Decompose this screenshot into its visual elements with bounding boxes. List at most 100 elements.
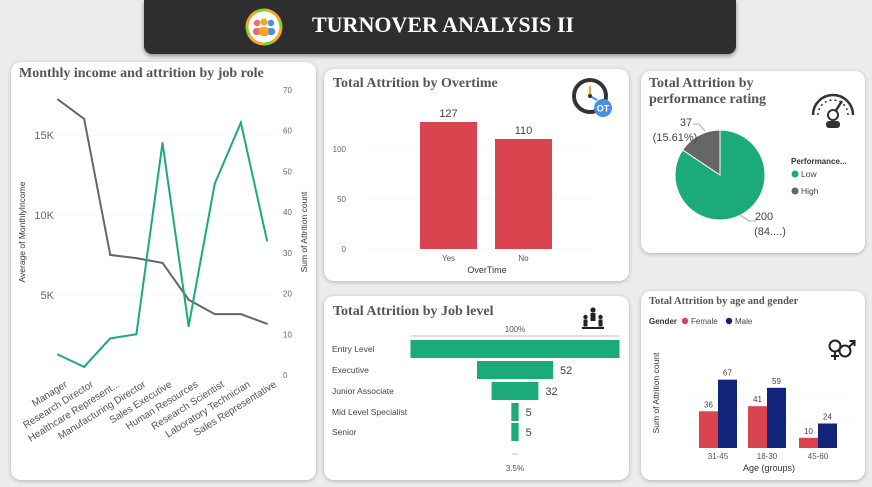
age-bar-female: [748, 406, 767, 448]
attrition-point: [57, 353, 59, 356]
age-bar-male: [818, 423, 837, 448]
legend-label: Male: [735, 317, 753, 326]
funnel-bar: [491, 382, 539, 400]
funnel-category-label: Executive: [332, 365, 369, 375]
job-role-card: Monthly income and attrition by job role…: [11, 62, 316, 480]
y-tick-label: 100: [333, 145, 347, 154]
funnel-bar: [511, 423, 519, 441]
x-tick-label: Yes: [442, 254, 455, 263]
y-axis-label: Sum of Attrition count: [651, 352, 661, 433]
funnel-bar: [477, 361, 553, 379]
data-label: 127: [439, 108, 457, 120]
income-point: [161, 261, 164, 264]
data-label: 5: [526, 407, 532, 419]
y2-tick-label: 10: [283, 330, 292, 339]
age-bar-female: [799, 437, 818, 448]
legend-marker: [791, 170, 799, 178]
legend-marker: [681, 317, 689, 325]
attrition-line: [57, 119, 268, 369]
job-role-title: Monthly income and attrition by job role: [19, 66, 264, 81]
overtime-bar-no: [495, 139, 552, 249]
job-level-chart: 100% Entry Level Executive 52 Junior Associa…: [332, 325, 620, 473]
legend-label: Female: [691, 317, 718, 326]
y2-tick-label: 30: [283, 249, 292, 258]
pie-slice-high: [681, 129, 721, 176]
funnel-category-label: Entry Level: [332, 344, 375, 354]
funnel-top-label: 100%: [505, 325, 525, 334]
funnel-category-label: Senior: [332, 427, 357, 437]
overtime-bar-yes: [420, 122, 477, 249]
data-label-high-pct: (15.61%): [653, 132, 698, 144]
legend-title: Performance...: [791, 157, 847, 166]
data-label: 41: [753, 395, 762, 404]
data-label: 24: [823, 413, 832, 422]
age-gender-card: Total Attrition by age and gender Gender…: [641, 291, 865, 480]
y2-tick-label: 0: [283, 371, 288, 380]
data-label-low: 200: [755, 211, 773, 223]
y-tick-label: 50: [337, 195, 346, 204]
attrition-point: [266, 239, 268, 242]
attrition-point: [239, 121, 242, 124]
age-bar-male: [767, 387, 786, 448]
x-tick-label: 31-45: [708, 452, 729, 461]
x-tick-label: 45-60: [808, 452, 829, 461]
data-label: 32: [545, 386, 557, 398]
attrition-point: [109, 337, 112, 340]
y2-tick-label: 50: [283, 167, 292, 176]
legend-marker: [725, 317, 733, 325]
y-tick-label: 0: [342, 245, 347, 254]
income-point: [57, 98, 59, 101]
data-label: 10: [804, 427, 813, 436]
attrition-point: [213, 182, 216, 185]
dashboard-title: TURNOVER ANALYSIS II: [312, 12, 575, 37]
job-level-title: Total Attrition by Job level: [333, 304, 494, 319]
team-icon: [245, 8, 283, 46]
job-role-chart: 5K 10K 15K 0 10 20 30 40 50 60 70 Average of Monthl…: [17, 86, 309, 445]
attrition-point: [135, 333, 138, 336]
income-point: [239, 313, 242, 316]
pie-slice-low: [674, 129, 766, 221]
age-bar-male: [718, 379, 737, 448]
funnel-category-label: Mid Level Specialist: [332, 407, 408, 417]
legend-label: High: [801, 186, 819, 196]
overtime-card: Total Attrition by Overtime OT 0 50 100 127…: [324, 69, 629, 281]
attrition-point: [83, 365, 86, 368]
y2-tick-label: 70: [283, 86, 292, 95]
funnel-category-label: Junior Associate: [332, 386, 394, 396]
legend-title: Gender: [649, 317, 677, 326]
y-tick-label: 15K: [34, 130, 54, 142]
y-tick-label: 10K: [34, 210, 54, 222]
data-label: 5: [526, 427, 532, 439]
gender-icon: [828, 339, 856, 360]
dashboard-header: TURNOVER ANALYSIS II: [144, 0, 736, 54]
y2-tick-label: 20: [283, 290, 292, 299]
funnel-bar: [410, 340, 620, 358]
performance-chart: 37 (15.61%) 200 (84....) Performance... Low Hi…: [653, 117, 847, 238]
y2-tick-label: 40: [283, 208, 292, 217]
data-label-high: 37: [680, 117, 692, 129]
income-point: [187, 298, 190, 301]
funnel-bottom-label: 3.5%: [506, 464, 524, 473]
x-tick-label: No: [518, 254, 529, 263]
x-tick-label: 18-30: [757, 452, 778, 461]
performance-title: Total Attrition by performance rating: [649, 76, 767, 107]
job-level-card: Total Attrition by Job level 100% Entry L…: [324, 296, 629, 480]
svg-text:OT: OT: [597, 104, 610, 114]
x-axis-label: OverTime: [467, 265, 506, 275]
overtime-clock-icon: OT: [572, 78, 612, 117]
income-point: [109, 253, 112, 256]
age-gender-title: Total Attrition by age and gender: [649, 296, 799, 307]
leader-line: [693, 123, 706, 132]
income-point: [266, 322, 268, 325]
data-label: 59: [772, 377, 781, 386]
data-label-low-pct: (84....): [754, 226, 786, 238]
hierarchy-icon: [582, 307, 604, 329]
data-label: 67: [723, 369, 732, 378]
legend-label: Low: [801, 169, 817, 179]
age-bar-female: [699, 411, 718, 448]
legend-marker: [791, 187, 799, 195]
income-point: [135, 257, 138, 260]
income-point: [213, 313, 216, 316]
funnel-bar: [511, 403, 519, 421]
overtime-title: Total Attrition by Overtime: [333, 76, 498, 91]
